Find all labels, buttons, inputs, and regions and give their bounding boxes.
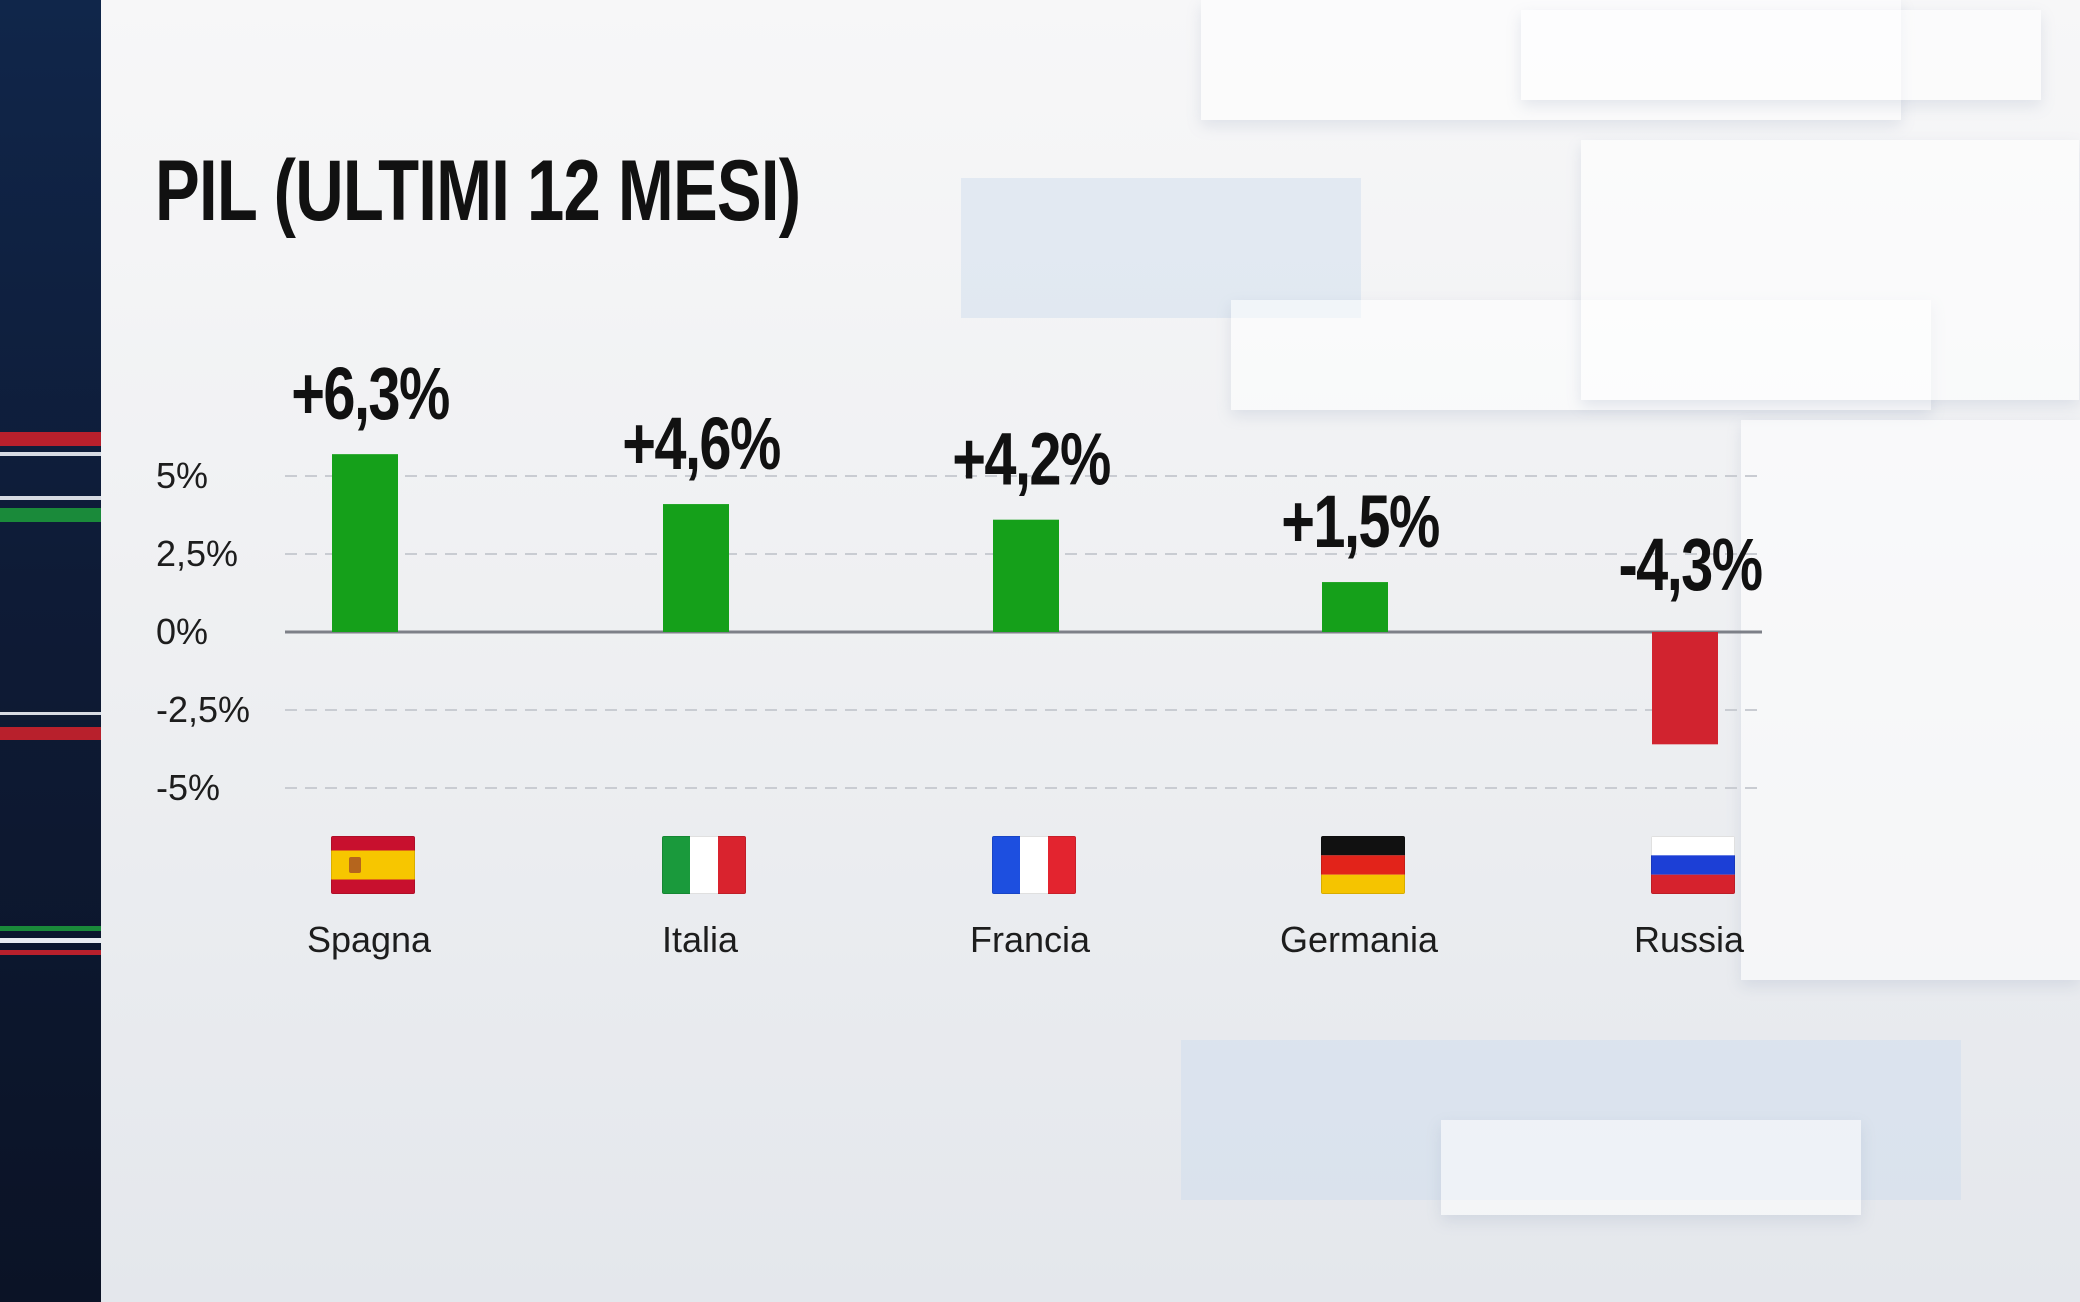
france-flag-icon — [992, 836, 1076, 894]
russia-flag-icon — [1651, 836, 1735, 894]
chart-title: PIL (ULTIMI 12 MESI) — [155, 143, 801, 239]
bar-italia — [663, 504, 729, 632]
bar-francia — [993, 519, 1059, 632]
value-label: -4,3% — [1619, 524, 1763, 607]
value-label: +4,6% — [622, 403, 780, 486]
germany-flag-icon — [1321, 836, 1405, 894]
sidebar-stripe — [0, 452, 101, 456]
y-tick-label: -5% — [156, 767, 220, 808]
sidebar-stripe — [0, 727, 101, 740]
sidebar — [0, 0, 101, 1302]
category-label: Italia — [662, 919, 739, 960]
sidebar-stripe — [0, 508, 101, 522]
background-decoration — [1581, 140, 2079, 400]
category-label: Russia — [1634, 919, 1745, 960]
background-decoration — [1441, 1120, 1861, 1215]
chart-panel — [101, 0, 2080, 1302]
sidebar-stripe — [0, 926, 101, 931]
category-label: Germania — [1280, 919, 1439, 960]
spain-flag-icon — [331, 836, 415, 894]
sidebar-stripe — [0, 950, 101, 955]
value-label: +4,2% — [952, 419, 1110, 502]
y-tick-label: 0% — [156, 611, 208, 652]
spain-coat-of-arms — [349, 857, 361, 873]
category-label: Francia — [970, 919, 1091, 960]
italy-flag-icon — [662, 836, 746, 894]
sidebar-stripe — [0, 712, 101, 715]
background-decoration — [1521, 10, 2041, 100]
y-tick-label: -2,5% — [156, 689, 250, 730]
y-tick-label: 5% — [156, 455, 208, 496]
y-tick-label: 2,5% — [156, 533, 238, 574]
value-label: +6,3% — [291, 353, 449, 436]
bar-russia — [1652, 632, 1718, 745]
bar-germania — [1322, 582, 1388, 632]
sidebar-stripe — [0, 432, 101, 446]
background-decoration — [961, 178, 1361, 318]
sidebar-stripe — [0, 938, 101, 943]
background-decoration — [1741, 420, 2080, 980]
sidebar-stripe — [0, 496, 101, 500]
bar-spagna — [332, 454, 398, 632]
value-label: +1,5% — [1281, 481, 1439, 564]
category-label: Spagna — [307, 919, 432, 960]
